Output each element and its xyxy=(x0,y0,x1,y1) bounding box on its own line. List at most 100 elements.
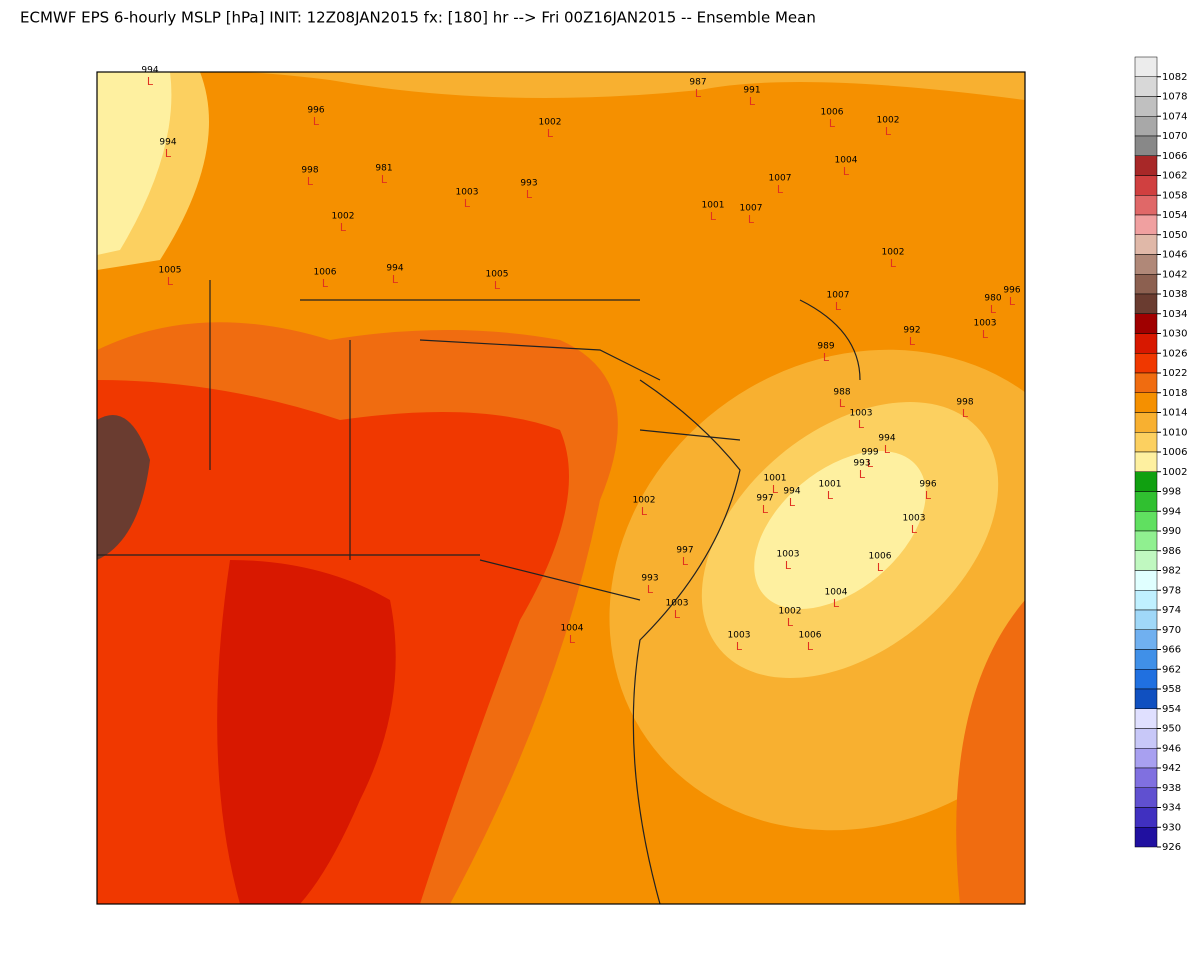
low-pressure-value: 994 xyxy=(386,264,403,274)
colorbar-box xyxy=(1134,412,1158,433)
low-pressure-value: 1002 xyxy=(633,496,656,506)
low-symbol: L xyxy=(982,328,989,341)
low-pressure-value: 1006 xyxy=(869,552,892,562)
low-symbol: L xyxy=(807,640,814,653)
low-pressure-value: 994 xyxy=(159,138,176,148)
low-pressure-value: 996 xyxy=(919,480,936,490)
colorbar-box xyxy=(1134,807,1158,828)
colorbar-box xyxy=(1134,649,1158,670)
low-symbol: L xyxy=(833,597,840,610)
colorbar-label: 966 xyxy=(1162,645,1181,656)
colorbar-box xyxy=(1134,96,1158,117)
low-symbol: L xyxy=(165,147,172,160)
colorbar-box xyxy=(1134,708,1158,729)
low-symbol: L xyxy=(547,127,554,140)
low-symbol: L xyxy=(925,489,932,502)
low-symbol: L xyxy=(710,210,717,223)
low-symbol: L xyxy=(789,496,796,509)
low-symbol: L xyxy=(526,188,533,201)
colorbar-box xyxy=(1134,116,1158,137)
colorbar-label: 1006 xyxy=(1162,447,1187,458)
colorbar-label: 1022 xyxy=(1162,368,1187,379)
pressure-field xyxy=(97,72,1025,904)
low-pressure-value: 1007 xyxy=(827,291,850,301)
colorbar-label: 1042 xyxy=(1162,269,1187,280)
colorbar-label: 942 xyxy=(1162,763,1181,774)
low-symbol: L xyxy=(843,165,850,178)
colorbar-box xyxy=(1134,135,1158,156)
low-symbol: L xyxy=(674,608,681,621)
low-symbol: L xyxy=(695,87,702,100)
low-symbol: L xyxy=(682,555,689,568)
low-symbol: L xyxy=(381,173,388,186)
colorbar-label: 926 xyxy=(1162,842,1181,853)
low-symbol: L xyxy=(322,277,329,290)
low-symbol: L xyxy=(885,125,892,138)
low-symbol: L xyxy=(839,397,846,410)
colorbar-label: 974 xyxy=(1162,605,1181,616)
colorbar-label: 978 xyxy=(1162,585,1181,596)
colorbar-label: 1070 xyxy=(1162,131,1187,142)
low-pressure-value: 1005 xyxy=(486,270,509,280)
colorbar-box xyxy=(1134,491,1158,512)
colorbar-box xyxy=(1134,728,1158,749)
colorbar-box xyxy=(1134,471,1158,492)
colorbar-label: 970 xyxy=(1162,625,1181,636)
low-symbol: L xyxy=(762,503,769,516)
low-pressure-value: 980 xyxy=(984,294,1001,304)
low-pressure-value: 993 xyxy=(520,179,537,189)
low-pressure-value: 993 xyxy=(641,574,658,584)
colorbar-box xyxy=(1134,550,1158,571)
low-symbol: L xyxy=(1009,295,1016,308)
colorbar-box xyxy=(1134,293,1158,314)
low-pressure-value: 1004 xyxy=(561,624,584,634)
low-pressure-value: 1002 xyxy=(882,248,905,258)
colorbar-label: 1038 xyxy=(1162,289,1187,300)
colorbar-box xyxy=(1134,175,1158,196)
low-pressure-value: 1004 xyxy=(825,588,848,598)
colorbar-box xyxy=(1134,669,1158,690)
low-symbol: L xyxy=(647,583,654,596)
colorbar-box xyxy=(1134,748,1158,769)
colorbar-label: 1034 xyxy=(1162,309,1187,320)
low-symbol: L xyxy=(749,95,756,108)
colorbar-box xyxy=(1134,451,1158,472)
low-pressure-value: 993 xyxy=(853,459,870,469)
colorbar-box xyxy=(1134,313,1158,334)
colorbar-label: 1054 xyxy=(1162,210,1187,221)
colorbar-box xyxy=(1134,570,1158,591)
low-pressure-value: 998 xyxy=(301,166,318,176)
low-pressure-value: 996 xyxy=(307,106,324,116)
colorbar-label: 946 xyxy=(1162,743,1181,754)
colorbar-label: 958 xyxy=(1162,684,1181,695)
low-symbol: L xyxy=(827,489,834,502)
low-symbol: L xyxy=(307,175,314,188)
low-symbol: L xyxy=(569,633,576,646)
colorbar-label: 1050 xyxy=(1162,230,1187,241)
colorbar-label: 1002 xyxy=(1162,467,1187,478)
low-symbol: L xyxy=(748,213,755,226)
colorbar-label: 986 xyxy=(1162,546,1181,557)
low-pressure-value: 1005 xyxy=(159,266,182,276)
low-pressure-value: 997 xyxy=(756,494,773,504)
low-symbol: L xyxy=(859,468,866,481)
low-symbol: L xyxy=(884,443,891,456)
low-pressure-value: 1003 xyxy=(850,409,873,419)
low-pressure-value: 1002 xyxy=(877,116,900,126)
colorbar-box xyxy=(1134,609,1158,630)
colorbar-label: 994 xyxy=(1162,506,1181,517)
colorbar-box xyxy=(1134,827,1158,848)
colorbar-label: 998 xyxy=(1162,487,1181,498)
low-symbol: L xyxy=(962,407,969,420)
low-pressure-value: 1001 xyxy=(764,474,787,484)
low-symbol: L xyxy=(909,335,916,348)
colorbar-box xyxy=(1134,234,1158,255)
low-pressure-value: 981 xyxy=(375,164,392,174)
colorbar-label: 1014 xyxy=(1162,408,1187,419)
low-pressure-value: 1001 xyxy=(702,201,725,211)
colorbar-label: 1030 xyxy=(1162,329,1187,340)
low-pressure-value: 996 xyxy=(1003,286,1020,296)
low-pressure-value: 1004 xyxy=(835,156,858,166)
low-symbol: L xyxy=(787,616,794,629)
